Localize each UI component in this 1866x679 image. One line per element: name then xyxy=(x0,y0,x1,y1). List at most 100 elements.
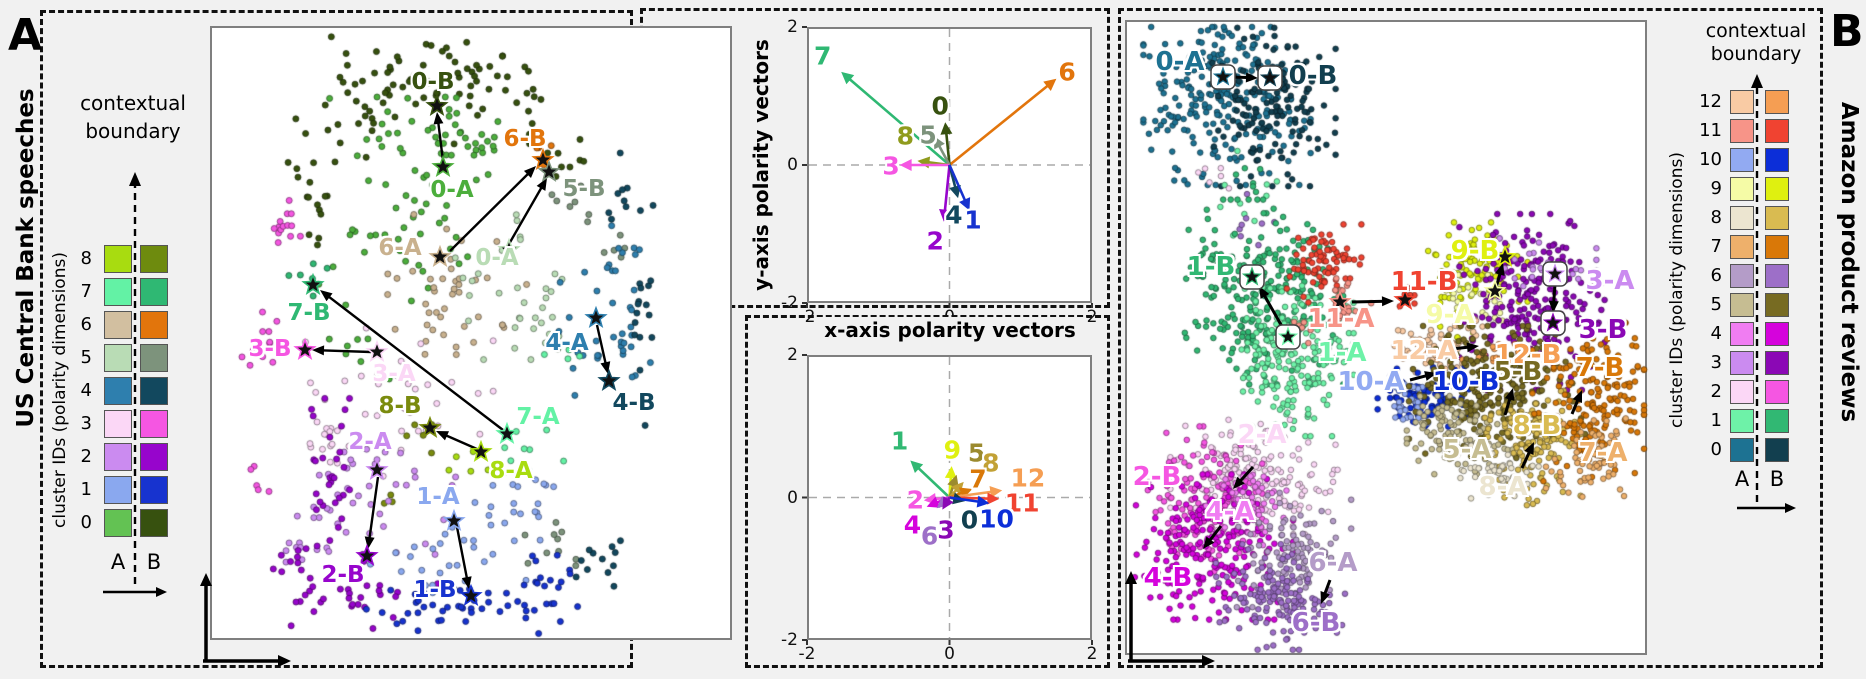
legend-b-swatch-3-B xyxy=(1765,351,1789,375)
legend-b-row-id-4: 4 xyxy=(1710,323,1722,344)
cluster-label-7-B: 7-B xyxy=(287,300,331,326)
polarity-vector-label-y-axis-polarity-vectors-1: 1 xyxy=(964,205,982,235)
cluster-label-5-A: 0-A xyxy=(475,245,519,271)
polarity-vector-label-x-axis-polarity-vectors-11: 11 xyxy=(1004,488,1040,518)
polarity-vector-label-x-axis-polarity-vectors-9: 9 xyxy=(943,435,962,465)
cluster-label-3-A: 3-A xyxy=(1585,266,1635,296)
legend-a-swatch-0-A xyxy=(104,509,132,537)
polarity-vector-label-x-axis-polarity-vectors-12: 12 xyxy=(1010,463,1046,493)
cluster-label-4-B: 4-B xyxy=(1143,563,1193,593)
cluster-label-3-B: 3-B xyxy=(248,336,292,362)
cluster-label-5-B: 5-B xyxy=(1493,357,1543,387)
legend-b-row-id-10: 10 xyxy=(1699,149,1722,170)
polarity-vector-label-y-axis-polarity-vectors-7: 7 xyxy=(813,41,832,71)
cluster-label-9-A: 9-A xyxy=(1425,300,1475,330)
legend-b-swatch-8-A xyxy=(1730,206,1754,230)
cluster-label-4-A: 4-A xyxy=(1205,497,1255,527)
legend-a-swatch-8-B xyxy=(140,245,168,273)
polarity-vector-label-y-axis-polarity-vectors-6: 6 xyxy=(1058,57,1076,87)
cluster-label-0-B: 0-B xyxy=(1288,61,1338,91)
cluster-label-0-B: 0-B xyxy=(411,69,455,95)
polarity-vector-label-y-axis-polarity-vectors-2: 2 xyxy=(926,226,944,256)
legend-b-swatch-1-B xyxy=(1765,409,1789,433)
cluster-label-2-B: 2-B xyxy=(321,562,365,588)
legend-a-swatch-4-A xyxy=(104,377,132,405)
xtick-label-x-axis-polarity-vectors--2: -2 xyxy=(798,644,816,664)
cluster-label-6-A: 6-A xyxy=(378,235,422,261)
legend-b-swatch-11-B xyxy=(1765,119,1789,143)
polarity-vector-label-x-axis-polarity-vectors-1: 1 xyxy=(890,426,909,455)
panel-b-side-title: Amazon product reviews xyxy=(1836,101,1862,423)
legend-b-title-line1: contextual xyxy=(1705,20,1807,42)
cluster-label-1-A: 1-A xyxy=(416,484,460,510)
quiver-top-plot-area xyxy=(807,27,1092,303)
legend-b-swatch-0-B xyxy=(1765,438,1789,462)
cluster-label-12-B: 12-B xyxy=(1494,340,1562,370)
cluster-label-2-A: 2-A xyxy=(1237,420,1287,450)
legend-a-col-a-label: A xyxy=(110,550,126,574)
xtick-label-y-axis-polarity-vectors--2: -2 xyxy=(798,307,816,327)
legend-b-row-id-7: 7 xyxy=(1710,236,1722,257)
cluster-label-6-B: 6-B xyxy=(1291,608,1341,638)
cluster-label-6-B: 6-B xyxy=(503,126,547,152)
legend-b-row-id-8: 8 xyxy=(1710,207,1722,228)
cluster-label-4-B: 4-B xyxy=(612,390,656,416)
panel-a-scatter-canvas xyxy=(212,28,734,642)
legend-a-swatch-3-A xyxy=(104,410,132,438)
polarity-vector-label-y-axis-polarity-vectors-8: 8 xyxy=(896,121,915,151)
panel-a-letter: A xyxy=(8,10,43,61)
legend-b-swatch-3-A xyxy=(1730,351,1754,375)
polarity-vector-label-x-axis-polarity-vectors-6: 6 xyxy=(920,521,939,551)
polarity-vector-label-y-axis-polarity-vectors-0: 0 xyxy=(931,91,949,121)
legend-a-swatch-7-B xyxy=(140,278,168,306)
legend-a-swatch-7-A xyxy=(104,278,132,306)
legend-a-row-id-6: 6 xyxy=(80,314,92,335)
legend-b-row-id-9: 9 xyxy=(1710,178,1722,199)
legend-b-col-a-label: A xyxy=(1734,467,1750,491)
cluster-label-7-A: 7-A xyxy=(516,404,560,430)
ytick-label-x-axis-polarity-vectors-2: 2 xyxy=(787,345,798,365)
cluster-label-0-A: 0-A xyxy=(430,177,474,203)
quiver-bottom-plot-area xyxy=(807,355,1092,640)
panel-b-dashed-frame xyxy=(1118,8,1823,668)
quiver-shared-xlabel: x-axis polarity vectors xyxy=(814,317,1086,343)
legend-a-row-id-4: 4 xyxy=(80,380,92,401)
legend-a-swatch-1-B xyxy=(140,476,168,504)
legend-b-swatch-8-B xyxy=(1765,206,1789,230)
legend-a-swatch-4-B xyxy=(140,377,168,405)
legend-b-swatch-4-A xyxy=(1730,322,1754,346)
legend-b-row-id-5: 5 xyxy=(1710,294,1722,315)
legend-b-swatch-1-A xyxy=(1730,409,1754,433)
ytick-label-x-axis-polarity-vectors--2: -2 xyxy=(781,630,798,650)
polarity-vector-label-x-axis-polarity-vectors-4: 4 xyxy=(903,510,922,540)
legend-a-row-id-2: 2 xyxy=(80,446,92,467)
legend-b-row-id-12: 12 xyxy=(1699,91,1722,112)
polarity-vector-label-x-axis-polarity-vectors-5: 5 xyxy=(967,438,986,468)
panel-b-scatter-canvas xyxy=(1127,22,1649,657)
legend-b-swatch-6-B xyxy=(1765,264,1789,288)
legend-a-row-id-5: 5 xyxy=(80,347,92,368)
panel-b-plot-area xyxy=(1125,20,1649,657)
legend-b-row-id-0: 0 xyxy=(1710,439,1722,460)
cluster-label-8-A: 8-A xyxy=(1478,472,1528,502)
legend-b-swatch-4-B xyxy=(1765,322,1789,346)
cluster-label-1-B: 1-B xyxy=(1186,252,1236,282)
legend-b-title-line2: boundary xyxy=(1710,43,1802,65)
legend-b-swatch-5-A xyxy=(1730,293,1754,317)
legend-a-swatch-5-A xyxy=(104,344,132,372)
legend-b-swatch-9-A xyxy=(1730,177,1754,201)
legend-a-col-b-label: B xyxy=(146,550,162,574)
legend-b-row-id-2: 2 xyxy=(1710,381,1722,402)
legend-b-col-b-label: B xyxy=(1769,467,1785,491)
cluster-label-3-A: 3-A xyxy=(372,361,416,387)
cluster-label-8-B: 8-B xyxy=(1512,411,1562,441)
legend-a-row-id-3: 3 xyxy=(80,413,92,434)
panel-a-plot-area xyxy=(210,26,734,642)
cluster-label-6-A: 6-A xyxy=(1308,548,1358,578)
panel-b-letter: B xyxy=(1830,6,1864,57)
quiver-bottom-dashed-frame xyxy=(745,315,1110,668)
legend-b-row-id-3: 3 xyxy=(1710,352,1722,373)
cluster-label-7-B: 7-B xyxy=(1575,353,1625,383)
legend-a-swatch-3-B xyxy=(140,410,168,438)
